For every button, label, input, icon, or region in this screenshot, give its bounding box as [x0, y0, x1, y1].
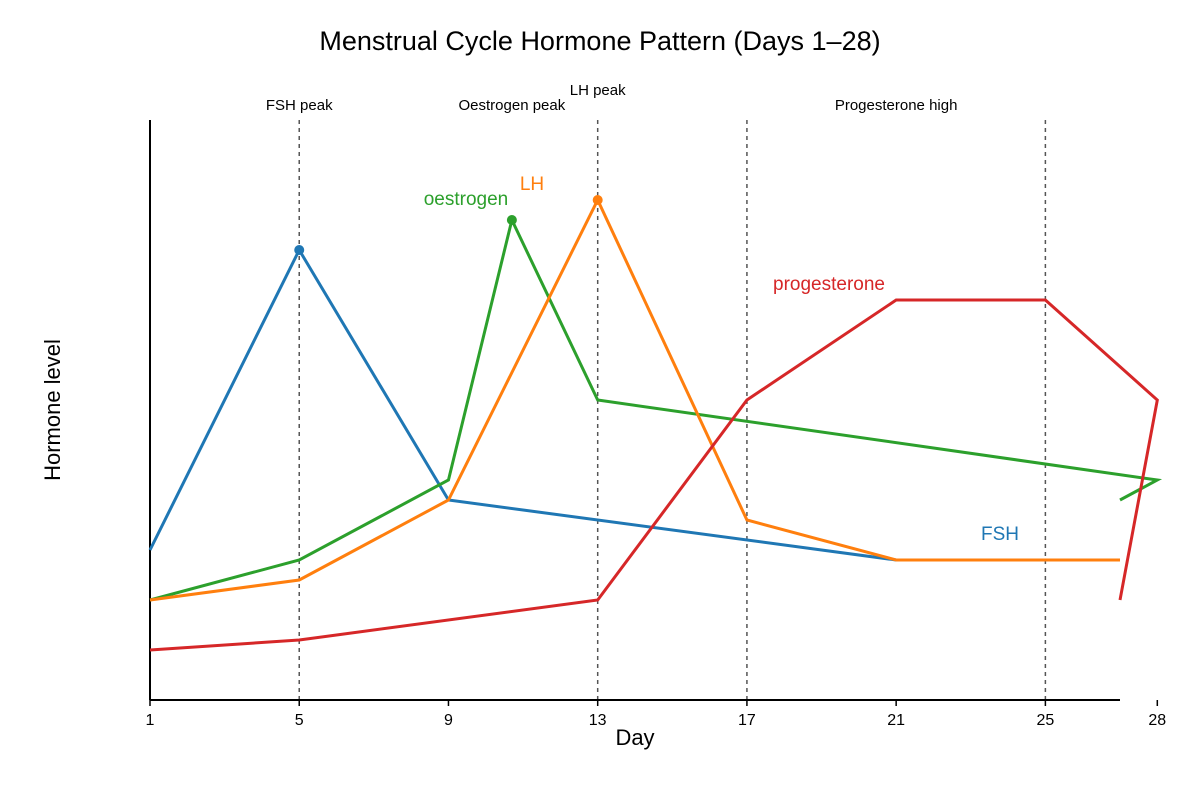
series-lines: [148, 196, 1163, 652]
series-line-progesterone: [149, 298, 1159, 652]
x-ticks: 1 5 9 13 17 21 25 28: [146, 700, 1166, 729]
axes: [149, 120, 1120, 701]
series-label-progesterone: progesterone: [773, 274, 885, 295]
x-tick-label: 5: [295, 712, 304, 729]
series-label-fsh: FSH: [981, 524, 1019, 545]
x-axis-title: Day: [615, 725, 654, 750]
phase-lines: [298, 120, 1047, 700]
series-labels: FSH oestrogen LH progesterone: [424, 174, 1019, 545]
y-axis-title: Hormone level: [40, 339, 65, 481]
peak-marker-lh: [592, 195, 603, 205]
phase-label-fsh-peak: FSH peak: [266, 97, 333, 114]
chart-title: Menstrual Cycle Hormone Pattern (Days 1–…: [319, 26, 880, 56]
peak-markers: [294, 195, 603, 255]
x-tick-label: 21: [887, 712, 905, 729]
x-tick-label: 1: [146, 712, 155, 729]
series-label-lh: LH: [520, 174, 544, 195]
phase-label-lh-peak: LH peak: [570, 82, 626, 99]
peak-marker-oestrogen: [506, 215, 517, 225]
x-tick-label: 17: [738, 712, 756, 729]
peak-marker-fsh: [294, 245, 305, 255]
x-tick-label: 9: [444, 712, 453, 729]
phase-label-oestrogen-peak: Oestrogen peak: [459, 97, 566, 114]
x-tick-label: 25: [1036, 712, 1054, 729]
x-tick-label: 28: [1148, 712, 1166, 729]
phase-label-progesterone-high: Progesterone high: [835, 97, 958, 114]
series-label-oestrogen: oestrogen: [424, 189, 509, 210]
x-tick-label: 13: [589, 712, 607, 729]
